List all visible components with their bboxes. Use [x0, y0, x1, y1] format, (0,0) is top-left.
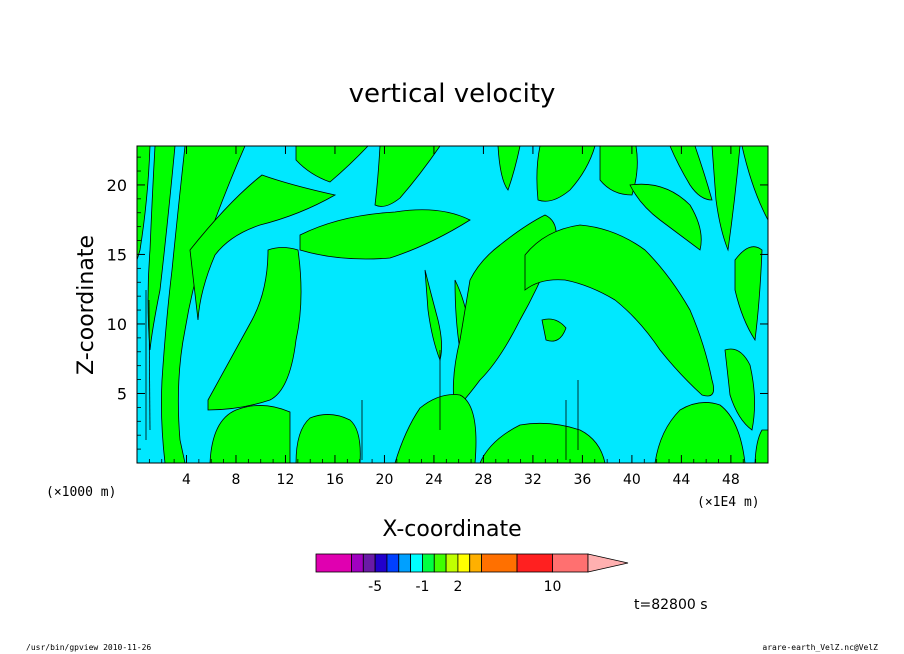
colorbar-segment: [469, 553, 482, 573]
y-axis-label: Z-coordinate: [74, 235, 99, 375]
x-tick-label: 4: [182, 472, 191, 488]
updraft-region: [424, 269, 442, 362]
plot-area: [137, 146, 768, 463]
x-tick-label: 32: [524, 472, 542, 488]
updraft-region: [541, 318, 567, 342]
updraft-region: [479, 422, 606, 463]
y-axis: 5 10 15 20: [107, 156, 768, 450]
colorbar-segment: [410, 553, 423, 573]
colorbar-segment: [362, 553, 376, 573]
updraft-region: [536, 146, 596, 202]
chart-title: vertical velocity: [349, 79, 556, 109]
updraft-region: [524, 224, 715, 397]
colorbar-segment: [433, 553, 447, 573]
x-tick-label: 12: [277, 472, 295, 488]
colorbar-tick-label: 10: [544, 579, 562, 595]
x-axis: 4 8 12 16 20 24 28 32 36 40 44 48: [148, 146, 757, 488]
colorbar-extend-arrow: [587, 553, 629, 573]
colorbar-segment: [552, 553, 589, 573]
positive-regions: [137, 146, 768, 463]
colorbar-tick-label: -1: [415, 579, 429, 595]
updraft-region: [654, 402, 746, 463]
colorbar-segment: [398, 553, 412, 573]
y-tick-label: 20: [107, 176, 127, 195]
updraft-region: [295, 414, 361, 463]
time-label: t=82800 s: [634, 597, 708, 613]
updraft-region: [711, 146, 741, 252]
y-unit-label: (×1000 m): [46, 485, 116, 500]
colorbar-tick-label: 2: [453, 579, 462, 595]
colorbar-segment: [386, 553, 400, 573]
x-tick-label: 44: [672, 472, 690, 488]
plot-frame: [136, 145, 769, 464]
colorbar-segment: [315, 553, 352, 573]
x-unit-label: (×1E4 m): [697, 495, 760, 510]
footer-left: /usr/bin/gpview 2010-11-26: [26, 643, 151, 652]
colorbar-tick-label: -5: [368, 579, 382, 595]
sparse-cells: [145, 290, 579, 460]
colorbar-segment: [445, 553, 459, 573]
colorbar: -5 -1 2 10: [315, 553, 629, 595]
updraft-region: [137, 146, 151, 261]
colorbar-segment: [351, 553, 364, 573]
y-tick-label: 10: [107, 315, 127, 334]
updraft-region: [599, 146, 638, 196]
updraft-region: [754, 429, 768, 463]
x-tick-label: 48: [722, 472, 740, 488]
colorbar-segment: [516, 553, 553, 573]
x-tick-label: 24: [425, 472, 443, 488]
updraft-region: [394, 394, 477, 463]
updraft-region: [299, 209, 471, 260]
updraft-region: [147, 146, 176, 351]
colorbar-segment: [374, 553, 388, 573]
x-tick-label: 8: [232, 472, 241, 488]
updraft-region: [734, 246, 763, 342]
updraft-region: [207, 247, 302, 411]
updraft-region: [295, 146, 369, 183]
colorbar-segment: [481, 553, 518, 573]
updraft-region: [629, 183, 702, 251]
updraft-region: [669, 146, 713, 201]
contour-line: [148, 299, 151, 431]
x-axis-label: X-coordinate: [382, 517, 521, 542]
updraft-region: [209, 405, 291, 463]
colorbar-segment: [422, 553, 435, 573]
footer-right: arare-earth_VelZ.nc@VelZ: [762, 643, 878, 652]
x-tick-label: 16: [326, 472, 344, 488]
colorbar-segment: [457, 553, 471, 573]
y-tick-label: 5: [117, 384, 127, 403]
x-tick-label: 40: [623, 472, 641, 488]
updraft-region: [724, 348, 755, 431]
x-tick-label: 28: [475, 472, 493, 488]
x-tick-label: 36: [573, 472, 591, 488]
y-tick-label: 15: [107, 245, 127, 264]
x-tick-label: 20: [376, 472, 394, 488]
updraft-region: [189, 174, 337, 321]
updraft-region: [497, 146, 521, 191]
updraft-region: [374, 146, 441, 207]
